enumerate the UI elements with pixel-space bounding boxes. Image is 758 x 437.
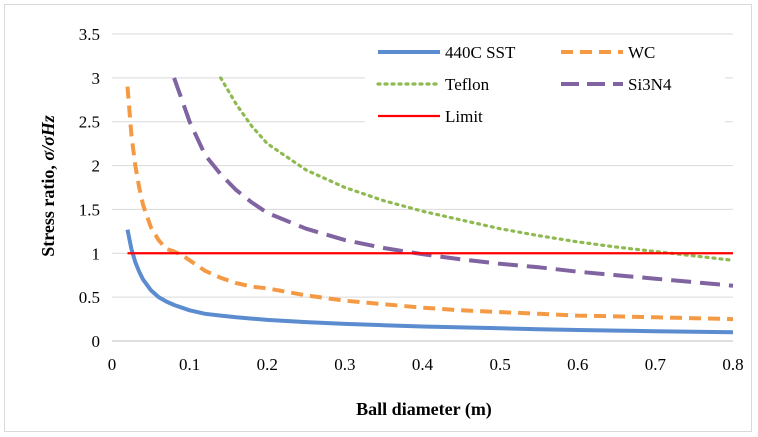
y-tick-label: 1.5 [79,200,100,219]
x-tick-label: 0.8 [722,355,743,374]
y-tick-label: 2 [92,157,101,176]
y-axis-title-text: Stress ratio, [38,161,58,257]
series-line-wc [125,86,734,322]
series-line-si3n4 [172,77,734,288]
series-line-teflon [219,76,735,262]
y-tick-label: 0.5 [79,288,100,307]
legend-label: 440C SST [445,43,516,62]
series-layer [125,76,735,335]
x-tick-label: 0.2 [257,355,278,374]
legend-label: Teflon [445,75,490,94]
y-tick-label: 2.5 [79,113,100,132]
x-axis-title: Ball diameter (m) [356,399,492,420]
x-tick-label: 0.6 [567,355,588,374]
legend-label: Limit [445,107,483,126]
x-tick-label: 0.5 [490,355,511,374]
y-tick-label: 3 [92,69,101,88]
x-tick-label: 0.4 [412,355,434,374]
x-tick-label: 0 [108,355,117,374]
y-tick-label: 3.5 [79,25,100,44]
tick-labels: 0 0.5 1 1.5 2 2.5 3 3.5 0 0.1 0.2 0.3 0.4 0.5 0.6 0.7 0.… [79,25,744,374]
y-tick-label: 0 [92,332,101,351]
x-tick-label: 0.1 [179,355,200,374]
legend: 440C SST WC Teflon Si3N4 Limit [365,38,725,134]
series-line-440c-sst [125,229,734,335]
y-axis-title: Stress ratio, σ/σHz [38,115,58,257]
x-tick-label: 0.7 [645,355,667,374]
x-tick-label: 0.3 [334,355,355,374]
legend-label: Si3N4 [628,75,672,94]
legend-label: WC [628,43,655,62]
y-axis-title-symbol: σ/σHz [38,115,58,160]
y-tick-label: 1 [92,244,101,263]
